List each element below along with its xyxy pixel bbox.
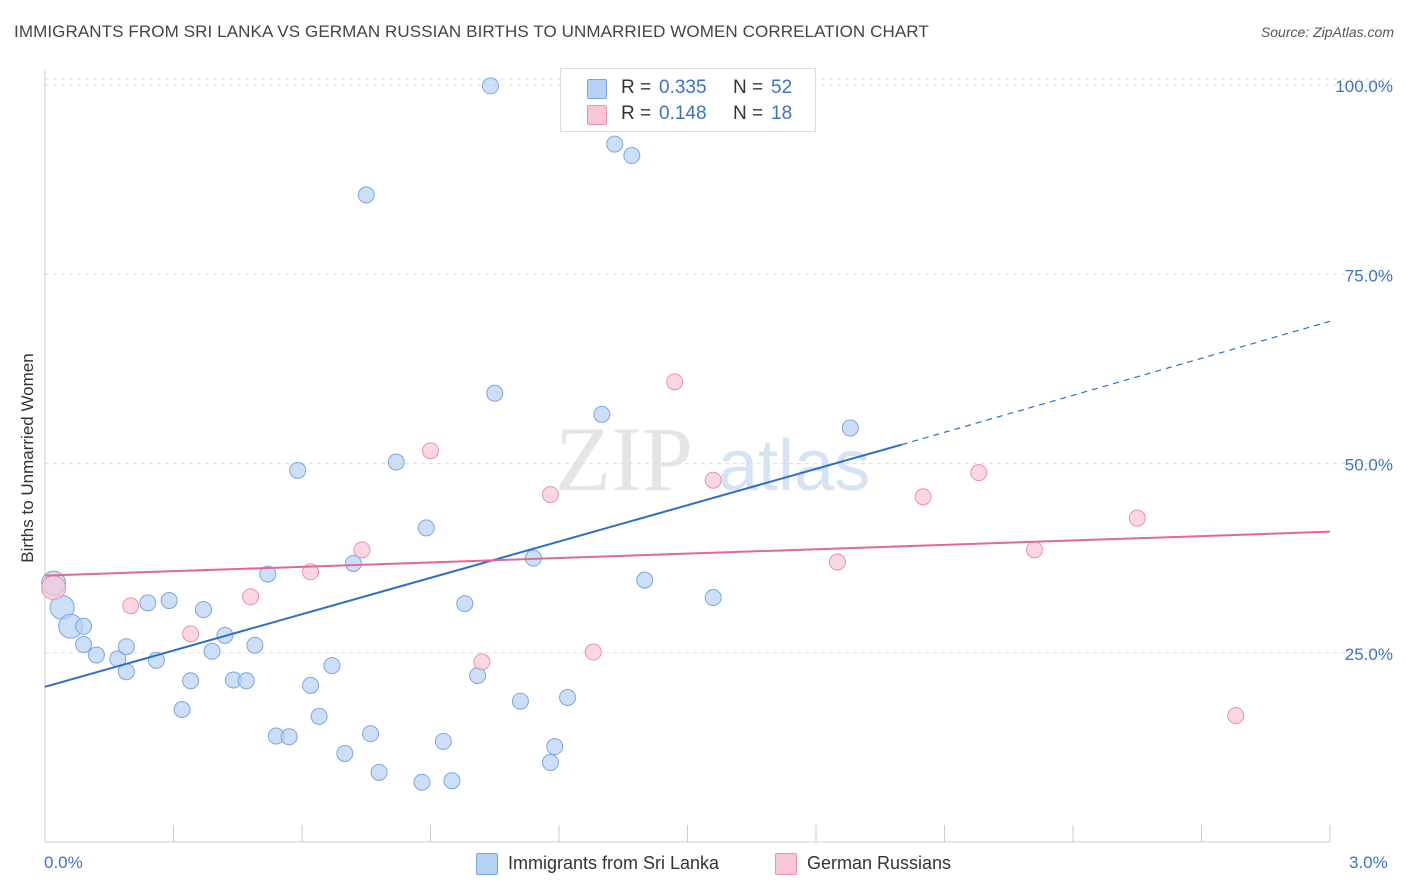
bottom-legend-swatch-pink (775, 853, 797, 875)
watermark-zip: ZIP (555, 408, 693, 510)
point-sri-lanka (203, 642, 221, 660)
trendline-german-russians (44, 530, 1331, 577)
stats-legend: R = 0.335 N = 52 R = 0.148 N = 18 (560, 68, 816, 132)
point-german-russians (704, 471, 722, 489)
point-german-russians (1227, 707, 1245, 725)
point-sri-lanka (182, 672, 200, 690)
point-sri-lanka (486, 384, 504, 402)
point-sri-lanka (310, 707, 328, 725)
y-tick-label: 50.0% (1345, 456, 1393, 475)
point-sri-lanka (623, 147, 641, 165)
point-sri-lanka (443, 772, 461, 790)
point-german-russians (473, 653, 491, 671)
bottom-legend-label: Immigrants from Sri Lanka (508, 853, 720, 873)
point-sri-lanka (606, 135, 624, 153)
source-label: Source: ZipAtlas.com (1260, 24, 1394, 40)
point-sri-lanka (302, 676, 320, 694)
legend-n-value: 52 (771, 77, 793, 98)
point-german-russians (422, 442, 439, 460)
point-sri-lanka (289, 461, 307, 479)
y-tick-label: 100.0% (1335, 77, 1393, 96)
point-sri-lanka (413, 773, 431, 791)
trendline-sri-lanka-extension (901, 320, 1331, 446)
point-sri-lanka (559, 688, 577, 706)
point-sri-lanka (357, 186, 375, 204)
point-sri-lanka (511, 692, 529, 710)
point-sri-lanka (636, 571, 654, 589)
point-sri-lanka (704, 589, 722, 607)
legend-r-value: 0.335 (659, 77, 707, 98)
watermark-atlas: atlas (718, 426, 870, 506)
point-german-russians (353, 541, 371, 559)
point-german-russians (541, 486, 559, 504)
point-sri-lanka (417, 519, 435, 537)
legend-n-value: 18 (771, 103, 793, 124)
legend-n-label: N = (733, 77, 764, 98)
point-sri-lanka (259, 565, 277, 583)
point-sri-lanka (323, 657, 341, 675)
point-sri-lanka (434, 732, 452, 750)
point-german-russians (1025, 541, 1043, 559)
point-sri-lanka (173, 701, 191, 719)
bottom-legend-swatch-blue (476, 853, 498, 875)
point-sri-lanka (370, 763, 388, 781)
point-sri-lanka (75, 635, 93, 653)
y-tick-label: 25.0% (1345, 645, 1393, 664)
x-tick-label-min: 0.0% (44, 853, 83, 872)
chart-title: IMMIGRANTS FROM SRI LANKA VS GERMAN RUSS… (14, 22, 929, 41)
point-sri-lanka (541, 754, 559, 772)
point-german-russians (182, 625, 200, 643)
point-german-russians (41, 575, 67, 601)
point-sri-lanka (117, 638, 135, 656)
legend-r-label: R = (621, 77, 652, 98)
legend-r-value: 0.148 (659, 103, 707, 124)
point-german-russians (584, 643, 602, 661)
x-tick-label-max: 3.0% (1349, 853, 1388, 872)
point-german-russians (242, 588, 260, 606)
point-sri-lanka (593, 405, 611, 423)
point-sri-lanka (87, 646, 105, 664)
point-german-russians (828, 553, 846, 571)
bottom-legend-label: German Russians (807, 853, 952, 873)
point-sri-lanka (841, 419, 859, 437)
point-german-russians (122, 597, 140, 615)
legend-r-label: R = (621, 103, 652, 124)
point-sri-lanka (280, 728, 298, 746)
legend-swatch-pink (587, 105, 607, 125)
point-german-russians (1128, 509, 1146, 527)
point-sri-lanka (336, 744, 354, 762)
point-sri-lanka (75, 617, 93, 635)
point-sri-lanka (194, 601, 212, 619)
point-german-russians (914, 488, 932, 506)
point-sri-lanka (344, 554, 362, 572)
trendline-sri-lanka (44, 443, 902, 688)
point-sri-lanka (456, 595, 474, 613)
point-german-russians (666, 373, 684, 391)
point-german-russians (970, 464, 988, 482)
point-sri-lanka (362, 725, 380, 743)
legend-swatch-blue (587, 79, 607, 99)
point-sri-lanka (481, 77, 499, 95)
point-sri-lanka (160, 592, 178, 610)
point-sri-lanka (139, 594, 157, 612)
y-tick-label: 75.0% (1345, 266, 1393, 285)
point-sri-lanka (246, 636, 264, 654)
legend-n-label: N = (733, 103, 764, 124)
point-sri-lanka (237, 672, 255, 690)
point-german-russians (302, 563, 320, 581)
point-sri-lanka (546, 738, 564, 756)
point-sri-lanka (387, 453, 405, 471)
